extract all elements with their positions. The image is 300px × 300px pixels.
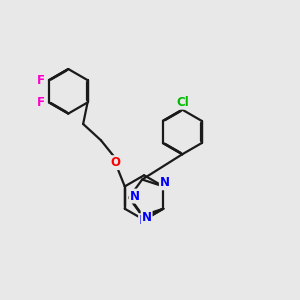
Text: O: O [111, 156, 121, 169]
Text: N: N [142, 211, 152, 224]
Text: F: F [37, 74, 45, 87]
Text: N: N [160, 176, 170, 189]
Text: N: N [129, 190, 140, 202]
Text: F: F [37, 96, 45, 109]
Text: Cl: Cl [176, 96, 189, 109]
Text: N: N [139, 214, 149, 227]
